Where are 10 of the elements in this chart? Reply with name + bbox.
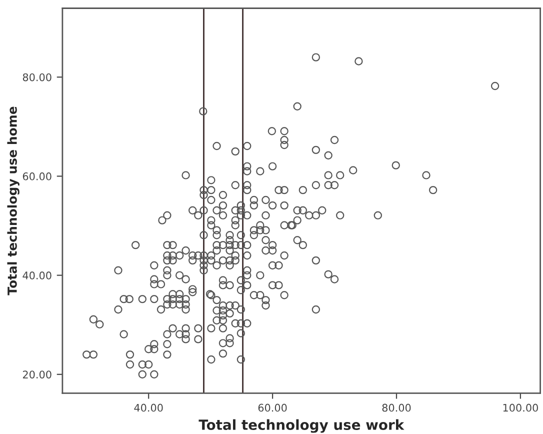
x-tick-label: 40.00: [134, 404, 163, 412]
x-tick-label: 60.00: [258, 404, 287, 412]
x-tick-label: 80.00: [382, 404, 411, 412]
x-axis-title: Total technology use work: [198, 419, 404, 433]
y-tick-label: 20.00: [22, 370, 52, 378]
y-axis-title: Total technology use home: [7, 106, 20, 296]
y-tick-label: 80.00: [22, 73, 52, 82]
y-tick-label: 60.00: [22, 172, 52, 180]
x-tick-label: 100.00: [503, 404, 538, 412]
y-tick-label: 40.00: [22, 272, 52, 280]
